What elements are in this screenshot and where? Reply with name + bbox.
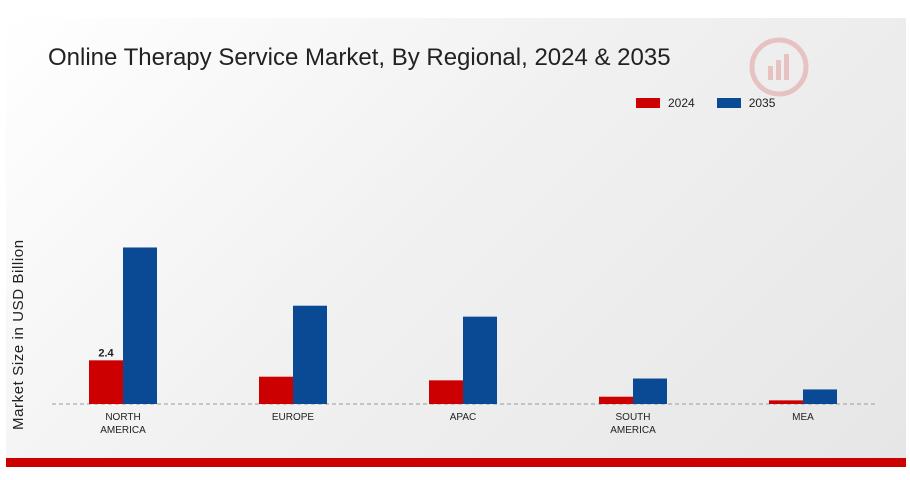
bar-2035-north-america — [123, 247, 157, 404]
bar-2035-europe — [293, 305, 327, 404]
data-label: 2.4 — [98, 347, 114, 359]
bar-2035-mea — [803, 389, 837, 404]
x-tick-label: SOUTH AMERICA — [610, 412, 656, 436]
bar-2024-north-america — [89, 360, 123, 404]
chart-title: Online Therapy Service Market, By Region… — [48, 44, 671, 71]
bar-2024-apac — [429, 380, 463, 404]
legend-item-2035: 2035 — [716, 96, 776, 110]
legend-item-2024: 2024 — [636, 96, 695, 110]
legend-label-2024: 2024 — [668, 96, 695, 110]
bar-2024-south-america — [599, 396, 633, 404]
bar-2035-apac — [463, 316, 497, 404]
legend-swatch-2035 — [716, 98, 741, 108]
legend-swatch-2024 — [636, 98, 660, 108]
bar-2035-south-america — [633, 378, 667, 404]
chart-legend: 2024 2035 — [636, 96, 797, 110]
legend-label-2035: 2035 — [748, 96, 776, 110]
x-tick-label: EUROPE — [272, 412, 315, 423]
brand-logo-icon — [749, 37, 809, 97]
bar-2024-europe — [259, 376, 293, 404]
x-tick-label: APAC — [450, 412, 477, 423]
bottom-accent-bar — [6, 458, 906, 467]
x-tick-label: NORTH AMERICA — [100, 412, 146, 436]
x-tick-label: MEA — [792, 412, 814, 423]
bar-2024-mea — [769, 400, 803, 404]
